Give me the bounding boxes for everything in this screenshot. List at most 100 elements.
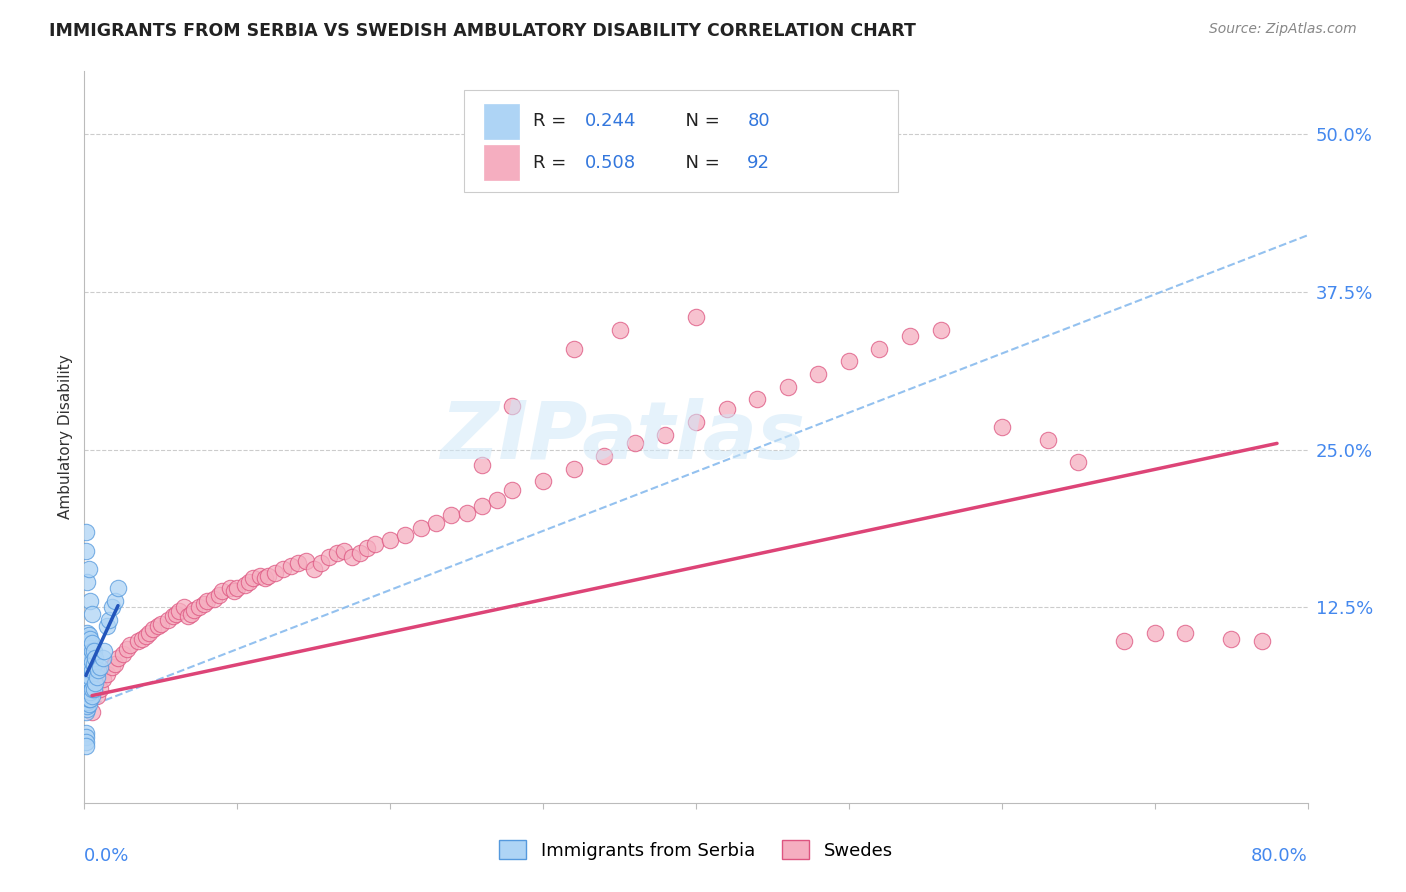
Point [562,461,585,475]
Point [77,687,100,701]
Point [929,323,952,337]
Text: IMMIGRANTS FROM SERBIA VS SWEDISH AMBULATORY DISABILITY CORRELATION CHART: IMMIGRANTS FROM SERBIA VS SWEDISH AMBULA… [49,22,917,40]
Point [471,458,494,472]
Point [75,524,97,539]
Point [295,554,318,568]
Legend: Immigrants from Serbia, Swedes: Immigrants from Serbia, Swedes [492,833,900,867]
Point [162,609,184,624]
Point [340,549,363,564]
Point [75,687,97,701]
Point [167,604,190,618]
Text: ZIPatlas: ZIPatlas [440,398,806,476]
Point [80,644,103,658]
Point [97,613,120,627]
Point [180,607,202,621]
Point [211,583,233,598]
Point [76,686,98,700]
Point [107,582,129,596]
Point [838,354,860,368]
Point [183,603,205,617]
Point [75,705,97,719]
Point [77,698,100,712]
Point [91,650,114,665]
Point [80,689,103,703]
Text: 92: 92 [748,153,770,172]
Point [76,667,98,681]
Text: 0.244: 0.244 [585,112,636,130]
Point [104,594,127,608]
Point [77,635,100,649]
Point [96,619,118,633]
Text: 0.508: 0.508 [585,153,636,172]
Point [456,506,478,520]
Point [83,657,105,671]
Point [249,569,271,583]
Point [609,323,631,337]
Point [83,644,105,658]
Point [79,659,101,673]
Point [502,483,524,497]
Point [356,541,378,555]
Point [75,638,97,652]
Point [83,682,105,697]
Point [238,575,260,590]
Point [75,676,97,690]
Point [89,659,111,673]
Point [79,594,101,608]
Point [75,682,97,697]
Point [898,329,921,343]
Point [75,735,97,749]
Point [325,546,347,560]
Point [193,597,215,611]
Point [1036,433,1059,447]
Point [471,500,494,514]
Point [364,537,387,551]
Point [75,670,97,684]
Point [226,582,249,596]
Point [75,632,97,646]
Point [224,583,246,598]
Point [76,698,98,713]
Point [425,516,447,530]
Point [177,609,200,624]
Point [233,577,256,591]
Point [76,631,98,645]
Point [84,650,107,665]
Point [75,657,97,671]
Point [202,591,225,606]
Point [77,664,100,678]
Point [75,650,97,665]
Point [271,562,294,576]
Point [77,655,100,669]
Point [807,367,830,381]
Text: R =: R = [533,112,572,130]
Point [84,676,107,690]
Point [685,310,707,325]
Point [76,575,98,590]
Point [75,698,97,712]
Point [195,594,218,608]
Point [79,632,101,646]
Point [80,655,103,669]
Point [349,546,371,560]
Point [80,635,103,649]
Point [77,692,100,706]
Point [165,607,187,621]
Point [75,664,97,678]
Point [76,702,98,716]
Point [1114,634,1136,648]
Point [131,632,153,646]
Point [302,562,325,576]
Point [333,543,356,558]
Point [80,664,103,678]
Point [77,672,100,686]
Point [440,508,463,523]
Point [593,449,616,463]
Point [173,600,195,615]
Point [149,616,172,631]
Point [562,342,585,356]
Point [208,588,231,602]
Point [127,634,149,648]
Point [111,647,134,661]
Point [1174,625,1197,640]
